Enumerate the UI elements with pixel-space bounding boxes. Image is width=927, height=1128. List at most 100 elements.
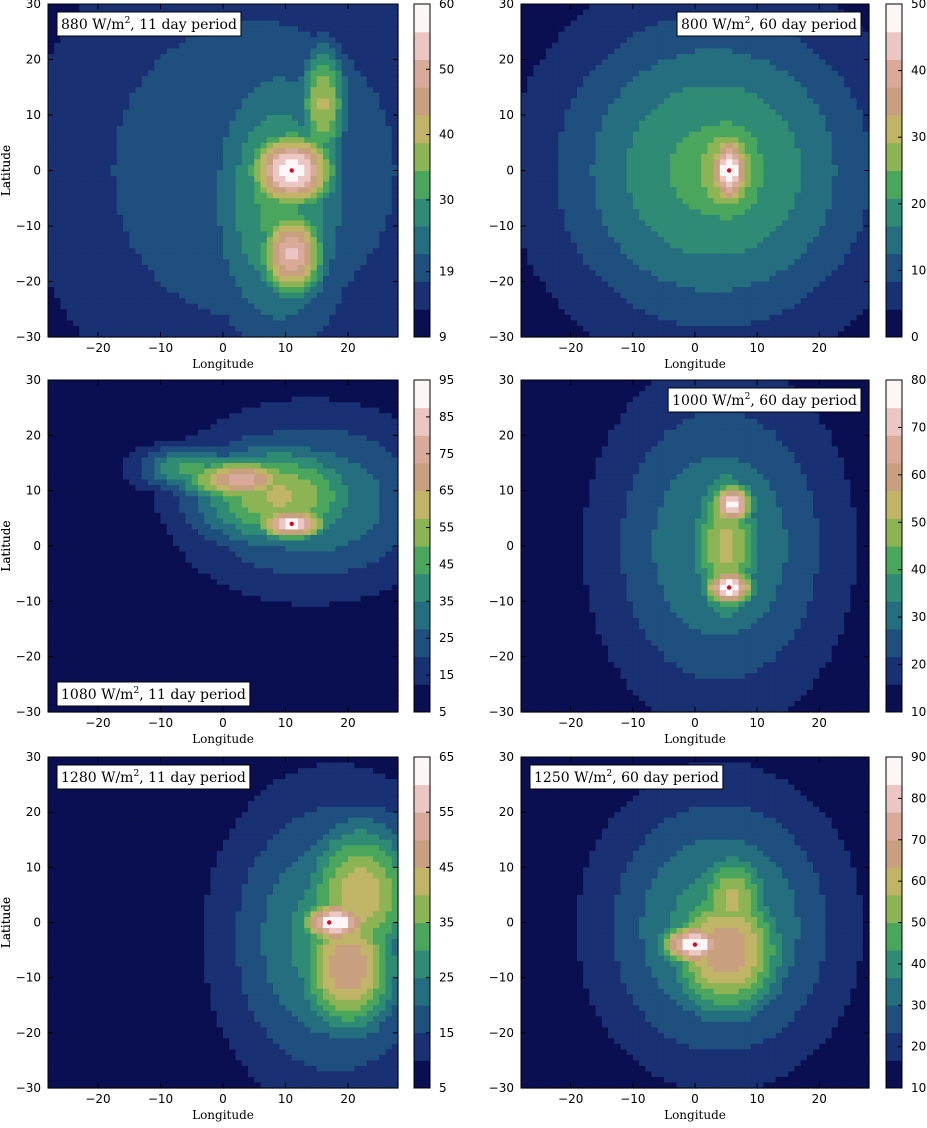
heat-cell: [286, 132, 293, 138]
heat-cell: [652, 171, 659, 177]
heat-cell: [261, 304, 268, 310]
heat-cell: [273, 232, 280, 238]
heat-cell: [658, 204, 665, 210]
heat-cell: [192, 265, 199, 271]
heat-cell: [558, 10, 565, 16]
heat-cell: [292, 198, 299, 204]
heat-cell: [608, 248, 615, 254]
heat-cell: [186, 204, 193, 210]
heat-cell: [373, 54, 380, 60]
heat-cell: [645, 32, 652, 38]
heat-cell: [329, 198, 336, 204]
heat-cell: [367, 54, 374, 60]
heat-cell: [148, 137, 155, 143]
heat-cell: [583, 309, 590, 315]
heat-cell: [658, 198, 665, 204]
heat-cell: [261, 10, 268, 16]
heat-cell: [292, 226, 299, 232]
heat-cell: [148, 282, 155, 288]
heat-cell: [286, 76, 293, 82]
heat-cell: [645, 265, 652, 271]
heat-cell: [98, 237, 105, 243]
heat-cell: [104, 204, 111, 210]
heat-cell: [670, 198, 677, 204]
heat-cell: [142, 148, 149, 154]
heat-cell: [533, 282, 540, 288]
heat-cell: [367, 126, 374, 132]
heat-cell: [633, 226, 640, 232]
heat-cell: [540, 126, 547, 132]
heat-cell: [533, 265, 540, 271]
heat-cell: [639, 265, 646, 271]
heat-cell: [627, 154, 634, 160]
heat-cell: [583, 320, 590, 326]
heat-cell: [48, 270, 55, 276]
heat-cell: [329, 143, 336, 149]
heat-cell: [533, 60, 540, 66]
heat-cell: [676, 187, 683, 193]
heat-cell: [223, 259, 230, 265]
heat-cell: [329, 98, 336, 104]
heat-cell: [317, 159, 324, 165]
heat-cell: [311, 71, 318, 77]
heat-cell: [589, 37, 596, 43]
heat-cell: [577, 48, 584, 54]
heat-cell: [565, 121, 572, 127]
heat-cell: [211, 326, 218, 332]
heat-cell: [236, 87, 243, 93]
heat-cell: [577, 65, 584, 71]
heat-cell: [329, 43, 336, 49]
heat-cell: [676, 270, 683, 276]
heat-cell: [620, 171, 627, 177]
heat-cell: [676, 109, 683, 115]
heat-cell: [627, 237, 634, 243]
heat-cell: [329, 87, 336, 93]
heat-cell: [676, 243, 683, 249]
heat-cell: [261, 276, 268, 282]
heat-cell: [173, 176, 180, 182]
heat-cell: [136, 54, 143, 60]
heat-cell: [577, 187, 584, 193]
heat-cell: [602, 4, 609, 10]
heat-cell: [379, 121, 386, 127]
heat-cell: [204, 82, 211, 88]
heat-cell: [348, 232, 355, 238]
heat-cell: [558, 215, 565, 221]
heat-cell: [154, 320, 161, 326]
heat-cell: [577, 93, 584, 99]
heat-cell: [558, 154, 565, 160]
heat-cell: [267, 93, 274, 99]
heat-cell: [192, 226, 199, 232]
heat-cell: [373, 326, 380, 332]
heat-cell: [533, 71, 540, 77]
heat-cell: [304, 159, 311, 165]
heat-cell: [267, 87, 274, 93]
heat-cell: [342, 198, 349, 204]
heat-cell: [273, 159, 280, 165]
heat-cell: [583, 15, 590, 21]
heat-cell: [608, 304, 615, 310]
heat-cell: [527, 282, 534, 288]
heat-cell: [73, 237, 80, 243]
heat-cell: [98, 109, 105, 115]
heat-cell: [261, 32, 268, 38]
heat-cell: [211, 60, 218, 66]
heat-cell: [521, 4, 528, 10]
heat-cell: [348, 82, 355, 88]
heat-cell: [658, 154, 665, 160]
heat-cell: [186, 282, 193, 288]
heat-cell: [248, 259, 255, 265]
heat-cell: [652, 4, 659, 10]
heat-cell: [261, 265, 268, 271]
heat-cell: [61, 320, 68, 326]
heat-cell: [61, 126, 68, 132]
heat-cell: [614, 93, 621, 99]
heat-cell: [104, 137, 111, 143]
heat-cell: [354, 171, 361, 177]
heat-cell: [86, 65, 93, 71]
heat-cell: [676, 76, 683, 82]
heat-cell: [136, 132, 143, 138]
heat-cell: [533, 132, 540, 138]
heat-cell: [154, 48, 161, 54]
heat-cell: [267, 320, 274, 326]
